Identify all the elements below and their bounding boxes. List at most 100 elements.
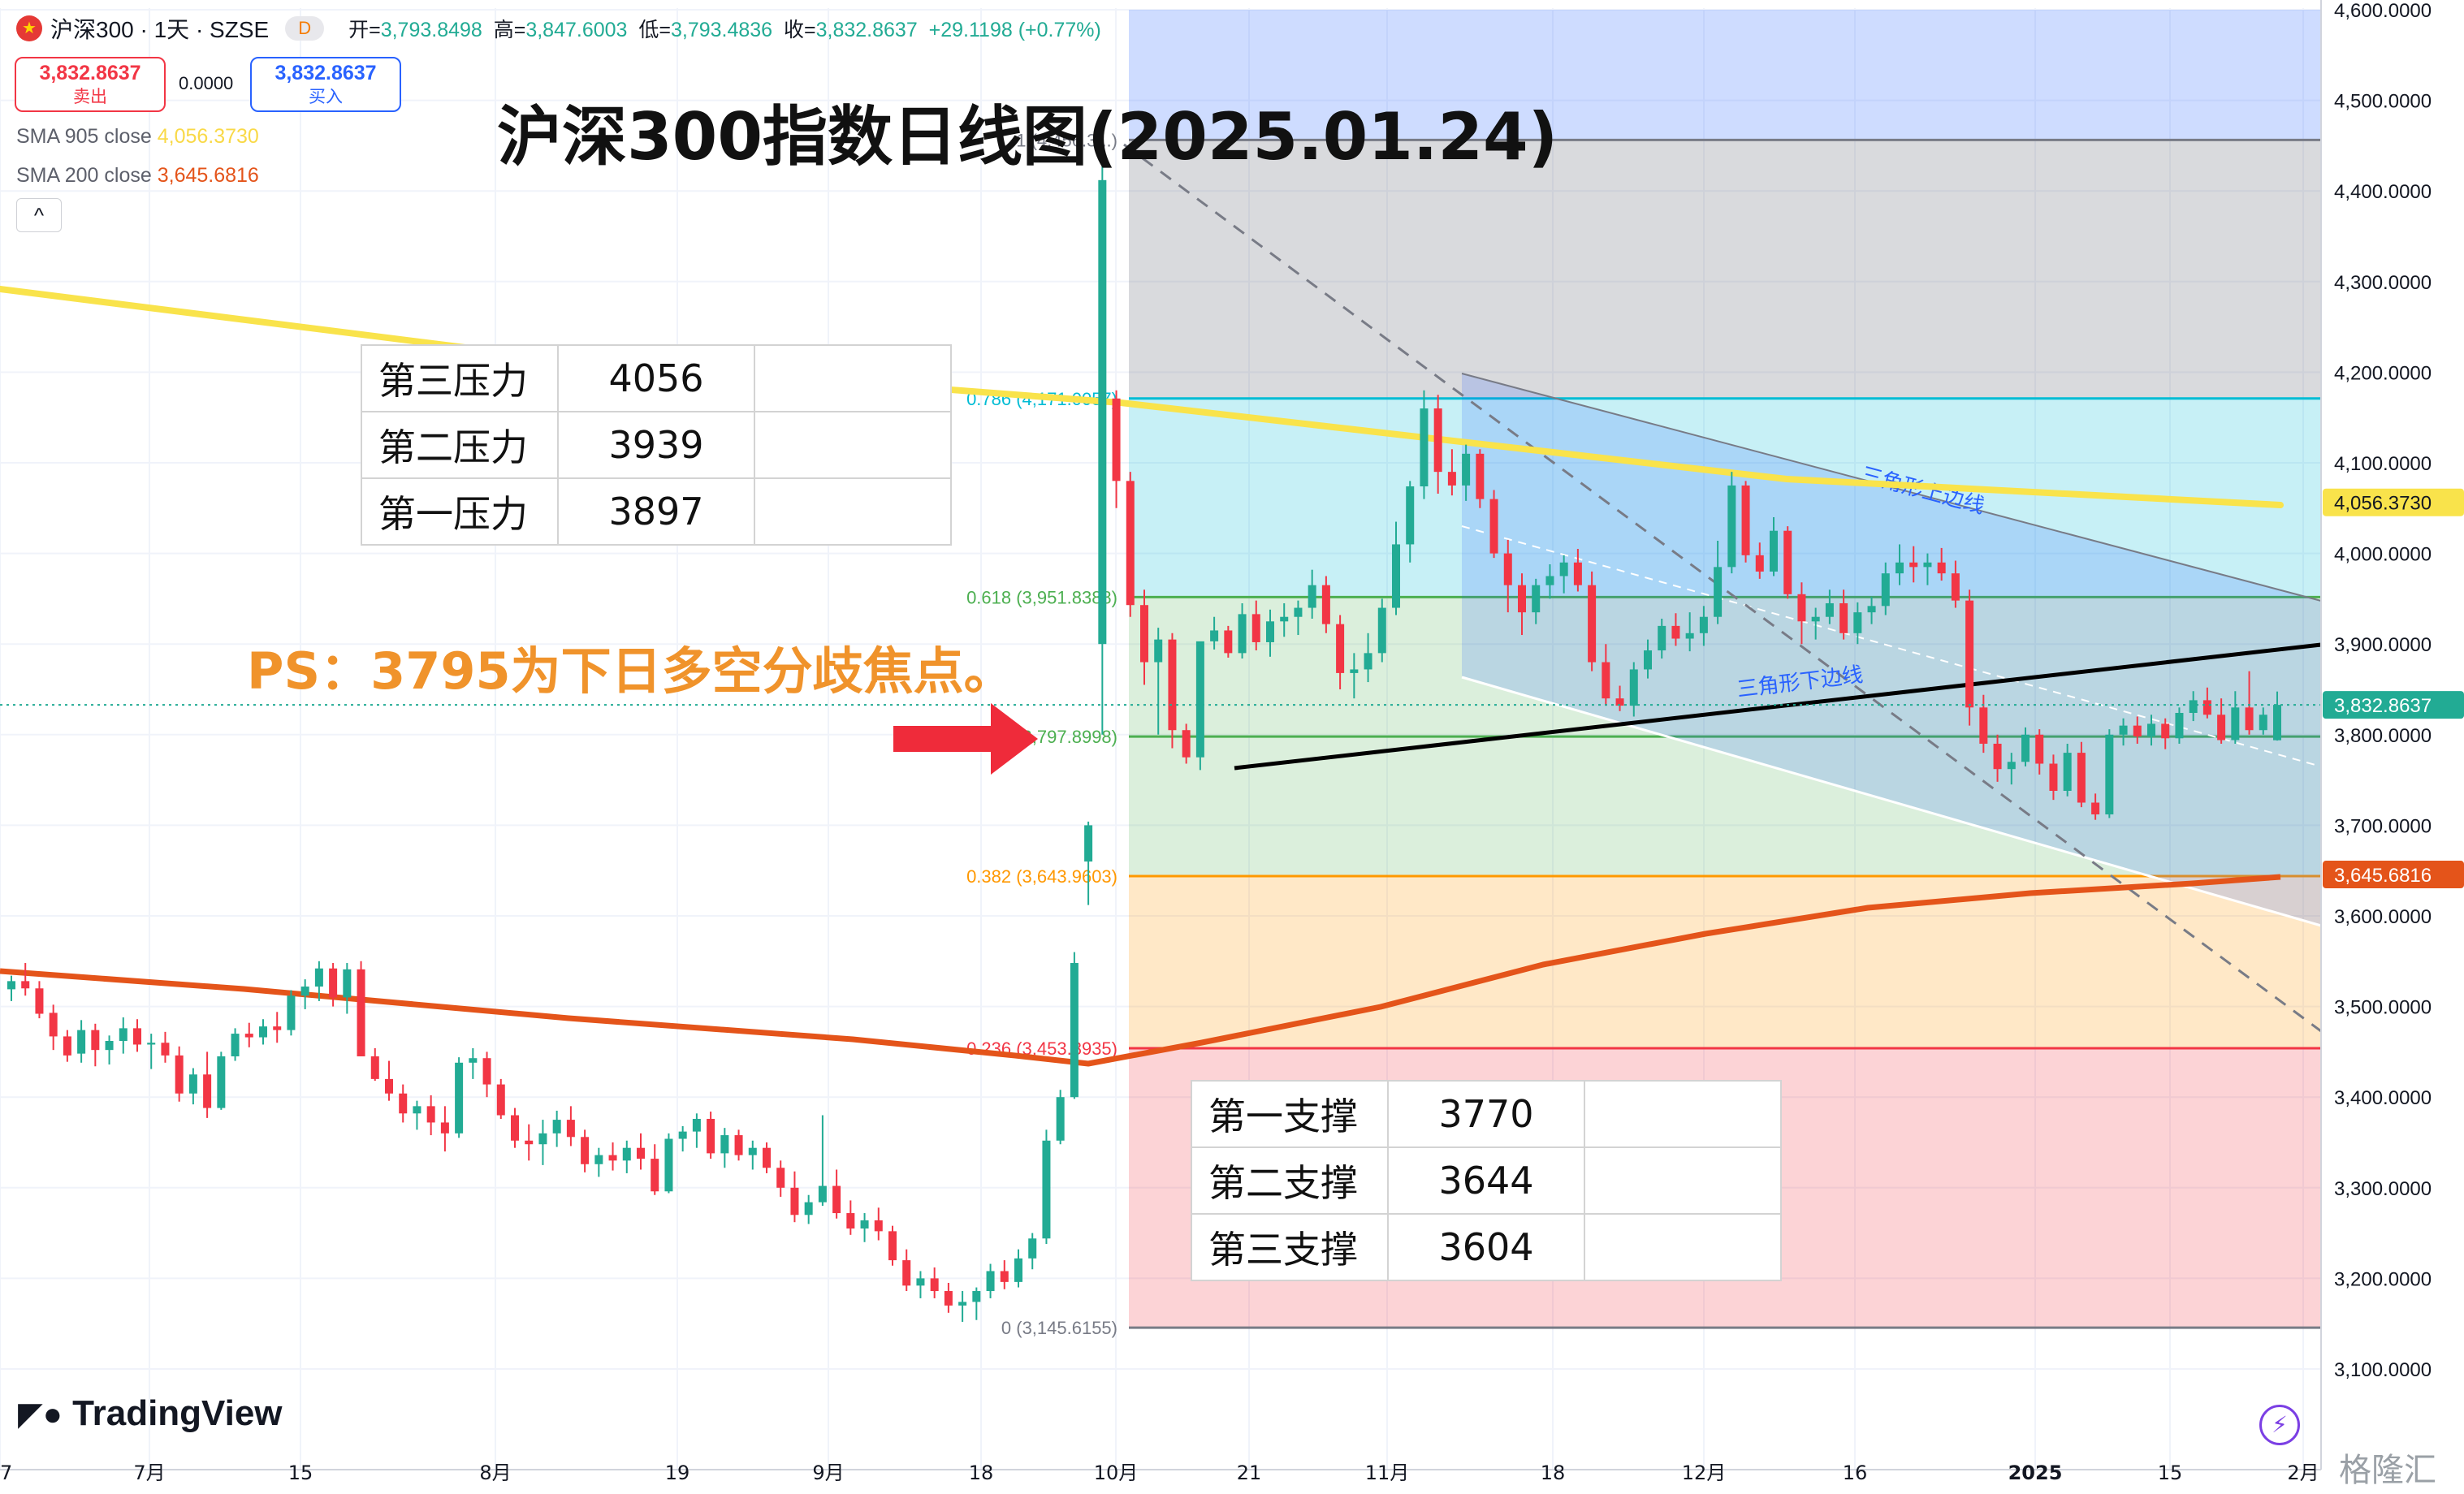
candle-body [1602, 662, 1610, 699]
candle-body [2133, 725, 2142, 737]
candle-body [720, 1135, 729, 1154]
candle-body [1853, 612, 1862, 633]
candle-body [1714, 567, 1723, 617]
candle-body [2259, 715, 2267, 731]
price-tick-label: 3,300.0000 [2334, 1178, 2432, 1200]
time-tick-label: 16 [1843, 1462, 1868, 1484]
interval-badge[interactable]: D [285, 16, 325, 41]
price-tick-label: 4,000.0000 [2334, 544, 2432, 566]
time-tick-label: 7 [0, 1462, 12, 1484]
resistance-name: 第二压力 [361, 411, 559, 479]
candle-body [1518, 585, 1526, 613]
time-tick-label: 2月 [2287, 1462, 2319, 1484]
candle-body [385, 1078, 393, 1094]
fib-level-label: 0 (3,145.6155) [1001, 1318, 1117, 1338]
time-tick-label: 8月 [479, 1462, 511, 1484]
support-name: 第二支撑 [1191, 1146, 1389, 1215]
candle-body [525, 1140, 534, 1145]
candle-body [161, 1043, 170, 1056]
change-value: +29.1198 (+0.77%) [928, 19, 1101, 41]
candle-body [1056, 1097, 1065, 1141]
candle-body [1741, 485, 1750, 555]
candle-body [692, 1118, 701, 1132]
candle-body [203, 1074, 212, 1108]
candle-body [469, 1058, 478, 1063]
candle-body [1867, 606, 1876, 613]
collapse-legend-button[interactable]: ^ [16, 198, 62, 232]
sma200-label: SMA 200 close [16, 164, 152, 187]
price-tag-label: 3,832.8637 [2334, 695, 2432, 717]
candle-body [1951, 573, 1960, 601]
candle-body [1028, 1238, 1037, 1259]
candle-body [77, 1030, 86, 1054]
time-tick-label: 2025 [2008, 1462, 2063, 1484]
candle-body [2077, 753, 2086, 803]
price-tag [2323, 488, 2464, 516]
price-axis-bg [2321, 0, 2464, 1494]
lower-trend-line [1234, 642, 2322, 771]
candle-body [707, 1118, 715, 1154]
close-value: 3,832.8637 [815, 19, 918, 41]
candle-body [1126, 481, 1135, 606]
candle-body [1294, 607, 1303, 617]
price-tag [2323, 691, 2464, 719]
candle-body [2021, 734, 2030, 762]
candle-body [2147, 723, 2155, 737]
sma905-legend[interactable]: SMA 905 close 4,056.3730 [16, 125, 259, 149]
fib-zone [1129, 736, 2321, 876]
price-tick-label: 3,600.0000 [2334, 906, 2432, 928]
candle-body [1210, 630, 1219, 641]
lightning-icon[interactable]: ⚡ [2259, 1405, 2300, 1445]
candle-body [1588, 585, 1597, 663]
candles [7, 140, 2281, 1322]
price-tick-label: 4,500.0000 [2334, 91, 2432, 113]
sma905-line [0, 286, 2284, 508]
sma200-line [0, 874, 2281, 1067]
ps-note: PS：3795为下日多空分歧焦点。 [247, 641, 1014, 701]
price-tick-label: 3,500.0000 [2334, 997, 2432, 1019]
empty-cell [754, 411, 952, 479]
candle-body [1364, 653, 1372, 670]
sma200-legend[interactable]: SMA 200 close 3,645.6816 [16, 164, 259, 188]
sell-button[interactable]: 3,832.8637 卖出 [15, 57, 166, 112]
price-tick-label: 4,200.0000 [2334, 362, 2432, 384]
candle-body [2035, 734, 2044, 764]
china-flag-icon: ★ [16, 15, 42, 41]
time-tick-label: 15 [288, 1462, 313, 1484]
candle-body [133, 1028, 141, 1045]
resistance-value: 3939 [557, 411, 755, 479]
resistance-name: 第三压力 [361, 344, 559, 412]
candle-body [552, 1120, 561, 1133]
tradingview-logo[interactable]: ◤● TradingView [18, 1393, 283, 1434]
buy-button[interactable]: 3,832.8637 买入 [250, 57, 401, 112]
candle-body [1658, 625, 1666, 651]
candle-body [1000, 1271, 1009, 1282]
candle-body [734, 1135, 743, 1155]
price-tick-label: 3,100.0000 [2334, 1359, 2432, 1381]
candle-body [1195, 641, 1204, 758]
candle-body [1266, 621, 1274, 642]
candle-body [1489, 499, 1498, 554]
sma905-label: SMA 905 close [16, 125, 152, 148]
support-name: 第一支撑 [1191, 1080, 1389, 1148]
fib-zone [1129, 140, 2321, 399]
spread-value: 0.0000 [179, 73, 234, 93]
tv-logo-text: TradingView [72, 1393, 283, 1433]
candle-body [1308, 585, 1316, 608]
candle-body [1224, 630, 1233, 654]
price-tag [2323, 861, 2464, 889]
candle-body [818, 1185, 827, 1203]
price-tick-label: 3,200.0000 [2334, 1268, 2432, 1290]
candle-body [986, 1271, 995, 1292]
candle-body [651, 1159, 659, 1192]
support-value: 3604 [1387, 1213, 1585, 1281]
candle-body [343, 969, 352, 998]
time-tick-label: 12月 [1682, 1462, 1727, 1484]
candle-body [1797, 594, 1806, 622]
time-tick-label: 10月 [1094, 1462, 1139, 1484]
candle-body [2091, 802, 2100, 815]
time-tick-label: 9月 [812, 1462, 844, 1484]
symbol-name[interactable]: 沪深300 · 1天 · SZSE [50, 17, 270, 42]
time-tick-label: 15 [2158, 1462, 2183, 1484]
chart-overlays [0, 703, 2321, 775]
